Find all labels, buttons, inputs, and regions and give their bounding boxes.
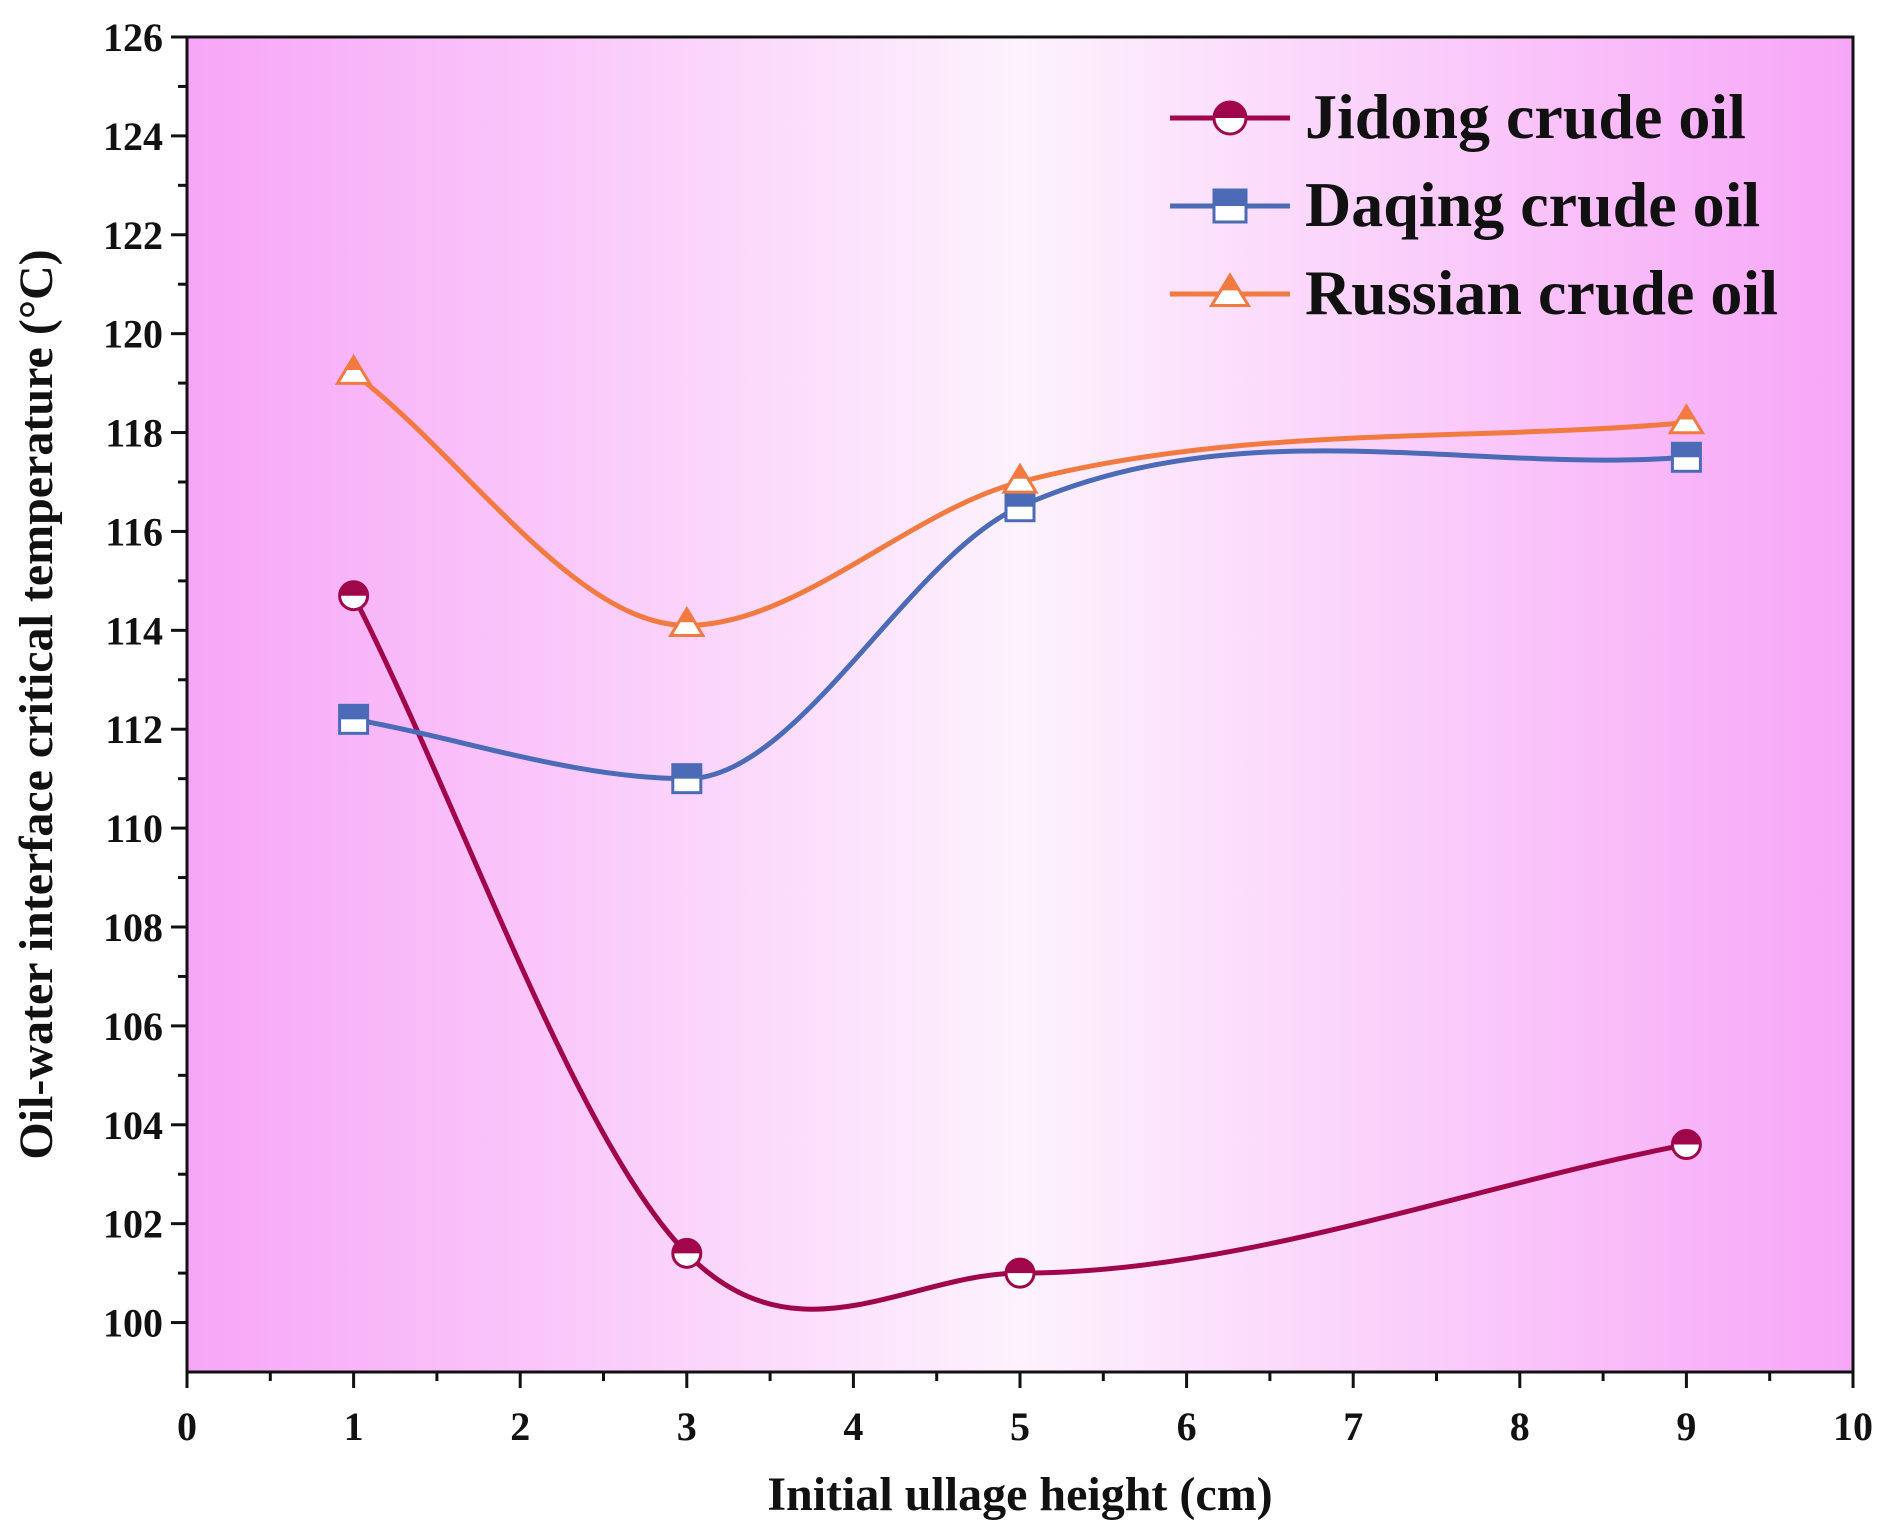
x-tick-label: 10 <box>1833 1404 1873 1449</box>
data-point-jidong <box>338 580 370 612</box>
data-point-russian <box>334 353 373 385</box>
legend-label: Russian crude oil <box>1305 257 1778 328</box>
marker-fill <box>1214 102 1246 118</box>
marker-fill <box>1220 275 1240 291</box>
x-tick-label: 9 <box>1676 1404 1696 1449</box>
marker-fill <box>345 356 362 371</box>
legend-marker <box>1212 188 1248 224</box>
y-tick-label: 108 <box>103 905 163 950</box>
y-tick-label: 124 <box>103 114 163 159</box>
marker-fill <box>1006 492 1034 507</box>
x-tick-label: 7 <box>1343 1404 1363 1449</box>
y-tick-label: 100 <box>103 1301 163 1346</box>
marker-fill <box>339 705 368 720</box>
series-line-russian <box>352 371 1687 628</box>
x-tick-label: 6 <box>1177 1404 1197 1449</box>
x-tick-label: 1 <box>344 1404 364 1449</box>
data-point-jidong <box>671 1237 703 1269</box>
y-tick-label: 118 <box>105 411 163 456</box>
series-line-daqing <box>353 448 1687 782</box>
y-tick-label: 120 <box>103 312 163 357</box>
marker-fill <box>1672 1130 1701 1145</box>
legend-item-daqing: Daqing crude oil <box>1170 169 1760 240</box>
y-axis-title: Oil-water interface critical temperature… <box>10 249 63 1159</box>
legend-label: Jidong crude oil <box>1305 81 1746 152</box>
marker-fill <box>1011 465 1029 479</box>
marker-fill <box>678 608 695 623</box>
y-tick-label: 122 <box>103 213 163 258</box>
data-point-daqing <box>1670 441 1702 473</box>
y-tick-label: 106 <box>103 1004 163 1049</box>
y-tick-label: 102 <box>103 1202 163 1247</box>
x-tick-label: 8 <box>1510 1404 1530 1449</box>
marker-outline <box>1667 403 1706 435</box>
data-point-daqing <box>1004 491 1036 523</box>
marker-fill <box>672 1239 701 1254</box>
y-tick-label: 126 <box>103 15 163 60</box>
y-tick-label: 116 <box>105 509 163 554</box>
marker-fill <box>1678 406 1695 420</box>
marker-fill <box>672 764 701 779</box>
y-tick-label: 112 <box>105 707 163 752</box>
x-tick-label: 3 <box>677 1404 697 1449</box>
marker-fill <box>339 581 368 596</box>
data-point-jidong <box>1670 1129 1702 1161</box>
series-line-jidong <box>351 594 1687 1312</box>
legend-marker <box>1208 272 1252 308</box>
marker-fill <box>1006 1259 1034 1274</box>
legend-marker <box>1212 100 1248 136</box>
marker-fill <box>1214 190 1246 206</box>
y-tick-label: 114 <box>105 608 163 653</box>
plot-background <box>187 37 1853 1372</box>
x-tick-label: 4 <box>843 1404 863 1449</box>
y-tick-label: 104 <box>103 1103 163 1148</box>
legend-item-russian: Russian crude oil <box>1170 257 1778 328</box>
x-axis-title: Initial ullage height (cm) <box>767 1468 1272 1521</box>
legend-item-jidong: Jidong crude oil <box>1170 81 1746 152</box>
legend: Jidong crude oil Daqing crude oil Russian … <box>1170 81 1778 328</box>
data-point-daqing <box>671 763 703 795</box>
data-point-jidong <box>1004 1257 1036 1289</box>
y-tick-label: 110 <box>105 806 163 851</box>
x-tick-label: 5 <box>1010 1404 1030 1449</box>
data-point-daqing <box>338 703 370 735</box>
marker-outline <box>668 606 706 637</box>
x-tick-label: 2 <box>510 1404 530 1449</box>
data-point-russian <box>1667 403 1706 435</box>
data-point-russian <box>668 606 706 637</box>
marker-fill <box>1672 443 1701 458</box>
legend-label: Daqing crude oil <box>1305 169 1760 240</box>
x-tick-label: 0 <box>177 1404 197 1449</box>
data-point-russian <box>1001 462 1039 494</box>
